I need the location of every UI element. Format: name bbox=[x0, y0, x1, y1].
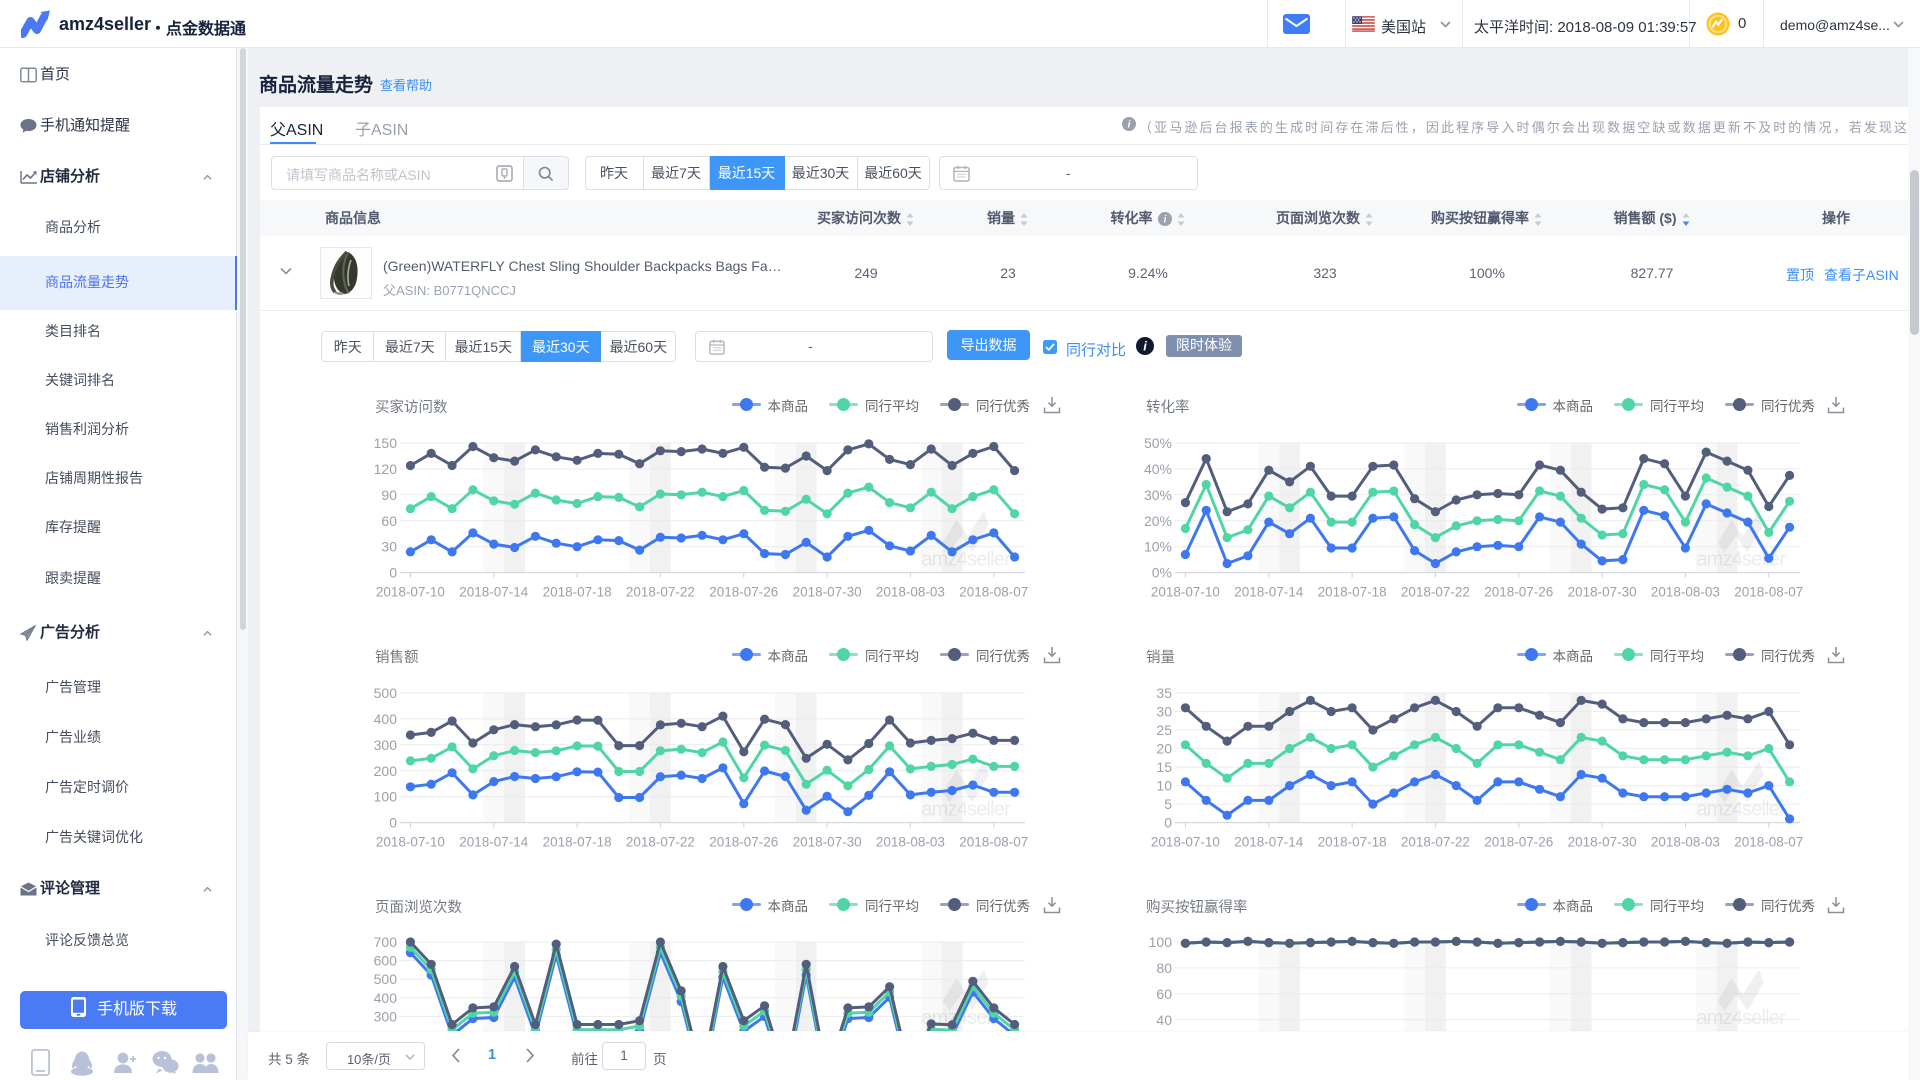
svg-text:2018-07-22: 2018-07-22 bbox=[626, 834, 695, 849]
svg-text:80: 80 bbox=[1157, 960, 1173, 976]
svg-text:2018-07-14: 2018-07-14 bbox=[1235, 584, 1304, 599]
svg-text:500: 500 bbox=[374, 685, 398, 701]
svg-text:2018-07-18: 2018-07-18 bbox=[1318, 584, 1387, 599]
svg-text:2018-07-22: 2018-07-22 bbox=[1401, 584, 1470, 599]
svg-text:amz4seller: amz4seller bbox=[1697, 1007, 1787, 1029]
svg-text:0: 0 bbox=[389, 814, 397, 830]
svg-text:200: 200 bbox=[374, 762, 398, 778]
svg-text:2018-07-26: 2018-07-26 bbox=[1485, 834, 1554, 849]
svg-text:2018-07-30: 2018-07-30 bbox=[1568, 584, 1637, 599]
svg-text:10%: 10% bbox=[1144, 538, 1172, 554]
svg-text:25: 25 bbox=[1157, 722, 1173, 738]
svg-text:10: 10 bbox=[1157, 777, 1173, 793]
svg-text:2018-07-14: 2018-07-14 bbox=[459, 834, 528, 849]
svg-text:2018-07-18: 2018-07-18 bbox=[1318, 834, 1387, 849]
svg-text:2018-08-03: 2018-08-03 bbox=[1651, 584, 1720, 599]
svg-text:2018-08-03: 2018-08-03 bbox=[1651, 834, 1720, 849]
svg-text:2018-08-07: 2018-08-07 bbox=[959, 584, 1028, 599]
svg-text:2018-07-22: 2018-07-22 bbox=[626, 584, 695, 599]
svg-text:2018-07-14: 2018-07-14 bbox=[459, 584, 528, 599]
svg-text:15: 15 bbox=[1157, 759, 1173, 775]
svg-text:500: 500 bbox=[374, 971, 398, 987]
svg-text:2018-07-14: 2018-07-14 bbox=[1235, 834, 1304, 849]
svg-text:100: 100 bbox=[1149, 934, 1173, 950]
svg-text:2018-08-07: 2018-08-07 bbox=[1735, 584, 1804, 599]
svg-text:60: 60 bbox=[381, 512, 397, 528]
svg-text:30: 30 bbox=[1157, 703, 1173, 719]
svg-text:35: 35 bbox=[1157, 685, 1173, 701]
svg-text:amz4seller: amz4seller bbox=[921, 548, 1011, 570]
svg-text:40%: 40% bbox=[1144, 460, 1172, 476]
svg-text:2018-07-10: 2018-07-10 bbox=[376, 834, 445, 849]
svg-text:60: 60 bbox=[1157, 986, 1173, 1002]
svg-text:5: 5 bbox=[1165, 796, 1173, 812]
svg-text:i: i bbox=[1128, 120, 1131, 131]
svg-text:2018-08-07: 2018-08-07 bbox=[1735, 834, 1804, 849]
svg-text:2018-07-10: 2018-07-10 bbox=[1151, 834, 1220, 849]
svg-text:2018-07-18: 2018-07-18 bbox=[543, 584, 612, 599]
svg-text:amz4seller: amz4seller bbox=[921, 798, 1011, 820]
svg-text:2018-07-26: 2018-07-26 bbox=[709, 834, 778, 849]
svg-text:0: 0 bbox=[1165, 814, 1173, 830]
svg-text:400: 400 bbox=[374, 710, 398, 726]
svg-text:40: 40 bbox=[1157, 1012, 1173, 1028]
svg-text:400: 400 bbox=[374, 990, 398, 1006]
svg-text:2018-08-03: 2018-08-03 bbox=[876, 584, 945, 599]
svg-text:amz4seller: amz4seller bbox=[1697, 798, 1787, 820]
svg-text:0%: 0% bbox=[1152, 564, 1172, 580]
svg-text:2018-07-10: 2018-07-10 bbox=[1151, 584, 1220, 599]
svg-text:120: 120 bbox=[374, 460, 398, 476]
svg-text:i: i bbox=[1143, 338, 1147, 353]
svg-text:100: 100 bbox=[374, 788, 398, 804]
svg-text:0: 0 bbox=[389, 564, 397, 580]
svg-text:300: 300 bbox=[374, 736, 398, 752]
svg-text:150: 150 bbox=[374, 435, 398, 451]
svg-text:30%: 30% bbox=[1144, 486, 1172, 502]
svg-text:20%: 20% bbox=[1144, 512, 1172, 528]
svg-text:2018-07-30: 2018-07-30 bbox=[1568, 834, 1637, 849]
svg-text:2018-07-26: 2018-07-26 bbox=[709, 584, 778, 599]
svg-text:2018-07-10: 2018-07-10 bbox=[376, 584, 445, 599]
svg-text:2018-07-30: 2018-07-30 bbox=[793, 584, 862, 599]
svg-text:2018-07-26: 2018-07-26 bbox=[1485, 584, 1554, 599]
svg-text:2018-07-18: 2018-07-18 bbox=[543, 834, 612, 849]
svg-text:20: 20 bbox=[1157, 740, 1173, 756]
svg-text:i: i bbox=[1163, 215, 1166, 226]
svg-text:2018-08-07: 2018-08-07 bbox=[959, 834, 1028, 849]
svg-text:300: 300 bbox=[374, 1009, 398, 1025]
svg-text:2018-08-03: 2018-08-03 bbox=[876, 834, 945, 849]
svg-text:50%: 50% bbox=[1144, 435, 1172, 451]
svg-text:700: 700 bbox=[374, 934, 398, 950]
svg-text:2018-07-30: 2018-07-30 bbox=[793, 834, 862, 849]
svg-text:600: 600 bbox=[374, 953, 398, 969]
svg-text:amz4seller: amz4seller bbox=[1697, 548, 1787, 570]
svg-text:90: 90 bbox=[381, 486, 397, 502]
svg-text:30: 30 bbox=[381, 538, 397, 554]
svg-text:2018-07-22: 2018-07-22 bbox=[1401, 834, 1470, 849]
